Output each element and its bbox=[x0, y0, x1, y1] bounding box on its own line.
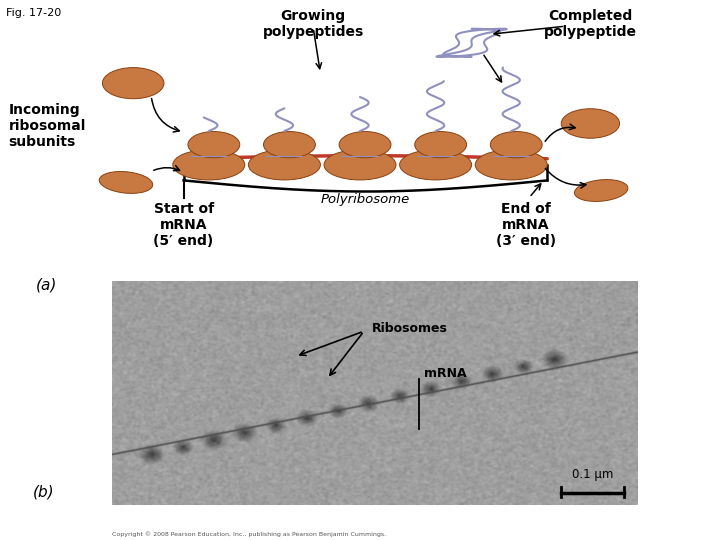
Ellipse shape bbox=[173, 150, 245, 180]
Ellipse shape bbox=[575, 180, 628, 201]
Text: Ribosomes: Ribosomes bbox=[372, 322, 448, 335]
Ellipse shape bbox=[400, 150, 472, 180]
Ellipse shape bbox=[475, 150, 547, 180]
Text: Incoming
ribosomal
subunits: Incoming ribosomal subunits bbox=[9, 103, 86, 149]
Ellipse shape bbox=[248, 150, 320, 180]
Ellipse shape bbox=[415, 132, 467, 158]
Ellipse shape bbox=[324, 150, 396, 180]
Text: (b): (b) bbox=[32, 484, 54, 500]
Text: Fig. 17-20: Fig. 17-20 bbox=[6, 8, 61, 18]
Ellipse shape bbox=[188, 132, 240, 158]
Text: Polyribosome: Polyribosome bbox=[321, 193, 410, 206]
Text: 0.1 μm: 0.1 μm bbox=[572, 468, 613, 481]
Text: Growing
polypeptides: Growing polypeptides bbox=[263, 9, 364, 39]
Text: Start of
mRNA
(5′ end): Start of mRNA (5′ end) bbox=[153, 201, 214, 248]
Text: Copyright © 2008 Pearson Education, Inc., publishing as Pearson Benjamin Cumming: Copyright © 2008 Pearson Education, Inc.… bbox=[112, 532, 386, 537]
Ellipse shape bbox=[102, 68, 164, 99]
Ellipse shape bbox=[490, 132, 542, 158]
Ellipse shape bbox=[264, 132, 315, 158]
Text: Completed
polypeptide: Completed polypeptide bbox=[544, 9, 637, 39]
Ellipse shape bbox=[562, 109, 619, 138]
Ellipse shape bbox=[99, 172, 153, 193]
Text: mRNA: mRNA bbox=[424, 367, 467, 380]
Text: (a): (a) bbox=[36, 278, 58, 292]
Text: End of
mRNA
(3′ end): End of mRNA (3′ end) bbox=[495, 201, 556, 248]
Ellipse shape bbox=[339, 132, 391, 158]
